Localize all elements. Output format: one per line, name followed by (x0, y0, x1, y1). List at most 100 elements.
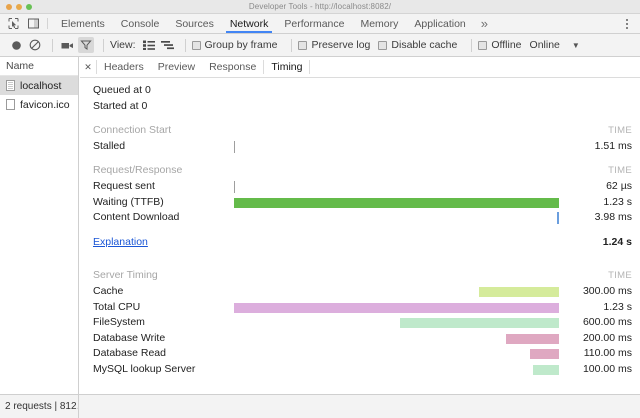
tab-preview[interactable]: Preview (151, 57, 202, 77)
tab-console[interactable]: Console (113, 14, 168, 33)
timing-label: Stalled (93, 139, 126, 152)
checkbox-box[interactable] (478, 40, 488, 50)
request-name-label: localhost (20, 79, 62, 92)
checkbox-label: Offline (491, 39, 522, 51)
timing-group-server-timing: Server Timing TIME (80, 268, 640, 284)
timing-row-explanation: Explanation 1.24 s (80, 235, 640, 251)
tab-memory[interactable]: Memory (352, 14, 406, 33)
checkbox-box[interactable] (298, 40, 308, 50)
request-row-favicon[interactable]: favicon.ico (0, 95, 78, 114)
timing-value: 110.00 ms (583, 347, 632, 360)
timing-bar (234, 180, 235, 193)
tab-label: Console (120, 17, 160, 30)
file-icon (6, 99, 15, 110)
minimize-dot[interactable] (16, 4, 22, 10)
window-controls[interactable] (6, 4, 32, 10)
timing-row-total-cpu: Total CPU 1.23 s (80, 300, 640, 316)
tab-timing[interactable]: Timing (264, 57, 309, 77)
devtools-tabstrip: Elements Console Sources Network Perform… (0, 14, 640, 34)
chevron-down-icon[interactable]: ▼ (571, 40, 580, 50)
timing-spacer-4 (80, 250, 640, 268)
checkbox-offline[interactable]: Offline (478, 39, 522, 51)
timing-spacer-1 (80, 114, 640, 123)
tab-label: Sources (175, 17, 214, 30)
checkbox-box[interactable] (191, 40, 201, 50)
devtools-tab-list: Elements Console Sources Network Perform… (53, 14, 495, 33)
timing-row-mysql-lookup-server: MySQL lookup Server 100.00 ms (80, 362, 640, 378)
timing-row-queued: Queued at 0 (80, 83, 640, 99)
tabstrip-divider (47, 18, 48, 29)
tab-performance[interactable]: Performance (276, 14, 352, 33)
timing-bar (530, 349, 559, 360)
timing-group-label: Request/Response (93, 164, 183, 177)
timing-table: Queued at 0 Started at 0 Connection Star… (80, 78, 640, 378)
timing-spacer-3 (80, 226, 640, 235)
timing-label: Started at 0 (93, 99, 148, 112)
more-tabs-button[interactable]: » (480, 16, 488, 31)
timing-row-started: Started at 0 (80, 99, 640, 115)
tab-label: Headers (104, 61, 144, 73)
tabstrip-right-controls (612, 14, 640, 33)
tab-sources[interactable]: Sources (167, 14, 222, 33)
timing-row-request-sent: Request sent 62 µs (80, 179, 640, 195)
clear-no-entry-icon[interactable] (27, 37, 43, 53)
timing-label: Database Write (93, 331, 166, 344)
tab-label: Network (229, 17, 269, 30)
timing-group-connection-start: Connection Start TIME (80, 123, 640, 139)
request-row-localhost[interactable]: localhost (0, 76, 78, 95)
timing-row-database-read: Database Read 110.00 ms (80, 346, 640, 362)
waterfall-view-icon[interactable] (160, 37, 176, 53)
tab-elements[interactable]: Elements (53, 14, 113, 33)
tab-headers[interactable]: Headers (97, 57, 151, 77)
kebab-menu-icon[interactable] (621, 17, 633, 31)
timing-label: Content Download (93, 211, 180, 224)
timing-bar (234, 140, 235, 153)
checkbox-group-by-frame[interactable]: Group by frame (191, 39, 277, 51)
timing-label: Waiting (TTFB) (93, 195, 164, 208)
timing-bar (234, 197, 559, 208)
timing-bar (400, 318, 559, 329)
timing-label: Cache (93, 284, 124, 297)
timing-label: MySQL lookup Server (93, 362, 196, 375)
tab-response[interactable]: Response (202, 57, 263, 77)
timing-row-cache: Cache 300.00 ms (80, 284, 640, 300)
tab-network[interactable]: Network (222, 14, 277, 33)
sidebar-header-name: Name (0, 57, 78, 76)
toolbar-divider-5 (471, 38, 473, 52)
checkbox-box[interactable] (378, 40, 388, 50)
filter-funnel-icon[interactable] (78, 37, 94, 53)
statusbar: 2 requests | 812… (0, 394, 640, 418)
timing-spacer-2 (80, 154, 640, 163)
timing-value: 1.51 ms (594, 139, 632, 152)
toolbar-divider-2 (103, 38, 104, 52)
tab-label: Preview (157, 61, 196, 73)
window-titlebar: Developer Tools - http://localhost:8082/ (0, 0, 640, 14)
checkbox-preserve-log[interactable]: Preserve log (298, 39, 370, 51)
close-icon[interactable]: ✕ (84, 61, 92, 72)
camera-icon[interactable] (59, 37, 75, 53)
timing-bar (506, 333, 559, 344)
timing-bar (557, 212, 559, 225)
close-dot[interactable] (6, 4, 12, 10)
timing-label: Queued at 0 (93, 84, 151, 96)
cursor-inspect-icon[interactable] (7, 17, 20, 30)
timing-value: 300.00 ms (582, 284, 632, 297)
timing-label: Database Read (93, 347, 166, 360)
tab-application[interactable]: Application (406, 14, 473, 33)
timing-group-label: Connection Start (93, 124, 172, 137)
list-view-icon[interactable] (141, 37, 157, 53)
timing-value: 62 µs (606, 179, 632, 192)
timing-value: 1.23 s (603, 195, 632, 208)
explanation-link[interactable]: Explanation (93, 235, 148, 248)
tab-label: Timing (271, 61, 303, 73)
throttling-select-value[interactable]: Online (529, 39, 560, 51)
device-toolbar-icon[interactable] (27, 17, 40, 30)
record-circle-icon[interactable] (8, 37, 24, 53)
tab-label: Response (209, 61, 257, 73)
maximize-dot[interactable] (26, 4, 32, 10)
toolbar-divider-1 (52, 38, 53, 52)
toolbar-divider-3 (184, 38, 186, 52)
timing-value: 3.98 ms (594, 211, 632, 224)
request-summary: 2 requests | 812… (0, 395, 79, 418)
checkbox-disable-cache[interactable]: Disable cache (378, 39, 457, 51)
